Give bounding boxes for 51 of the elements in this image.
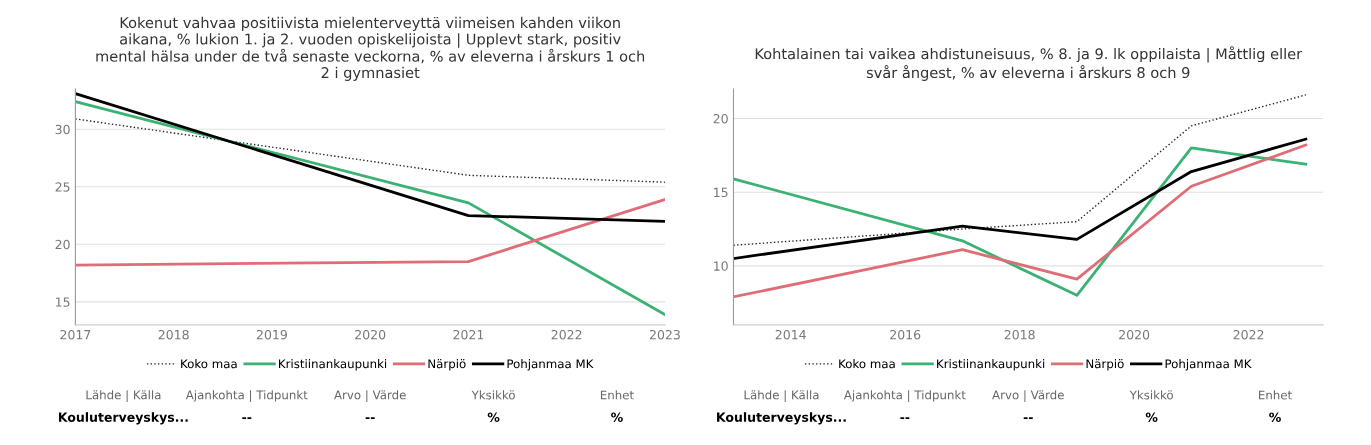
legend-label: Koko maa [181,359,237,369]
text: % [611,412,623,422]
line-series [733,137,1308,260]
y-tick-label: 30 [55,124,70,135]
y-tick-label: 20 [713,113,728,124]
text: Arvo | Värde [334,390,406,402]
x-tick-label: 2018 [158,329,189,340]
legend-label: Närpiö [1086,359,1124,371]
legend-label: Pohjanmaa MK [1165,359,1252,371]
text: Enhet [1259,390,1292,400]
text: Yksikkö [471,390,515,400]
x-tick-label: 2023 [649,329,680,340]
text: -- [900,417,910,420]
x-tick-label: 2019 [256,329,287,340]
chart-title: Kokenut vahvaa positiivista mielenterveyttä viimeisen kahden viikon aikana, % lukion 1. ja 2. vuoden opiskelijoista | Upplevt stark, positiv mental hälsa under de två senaste veckorna, % av eleverna i årskurs 1 och 2 i gymnasiet [96,16,645,81]
x-tick-label: 2020 [355,329,386,340]
text: Enhet [600,390,634,400]
y-tick-label: 15 [714,187,728,198]
text: Arvo | Värde [992,390,1064,402]
y-tick-label: 15 [56,297,70,307]
y-tick-label: 20 [55,239,70,250]
x-tick-label: 2018 [1004,329,1035,340]
text: % [487,412,500,422]
text: -- [365,417,375,420]
legend-label: Kristiinankaupunki [937,359,1045,371]
chart-title: Kohtalainen tai vaikea ahdistuneisuus, % 8. ja 9. lk oppilaista | Måttlig eller svår ångest, % av eleverna i årskurs 8 och 9 [755,46,1303,81]
text: Yksikkö [1129,390,1173,400]
legend-label: Koko maa [839,359,895,369]
legend-label: Närpiö [428,359,466,371]
x-tick-label: 2022 [1233,329,1264,340]
x-tick-label: 2016 [890,329,921,340]
y-tick-label: 10 [714,261,728,271]
y-tick-label: 25 [55,182,70,192]
x-tick-label: 2022 [551,329,582,340]
text: Lähde | Källa [86,390,161,402]
text: % [1145,412,1158,422]
line-series [733,94,1307,246]
text: % [1269,412,1281,422]
text: Ajankohta | Tidpunkt [843,390,966,402]
text: Kouluterveyskys... [58,412,188,425]
x-tick-label: 2020 [1119,329,1150,340]
text: -- [1023,417,1033,420]
text: Ajankohta | Tidpunkt [185,390,308,402]
text: -- [242,417,252,420]
text: Kouluterveyskys... [717,412,846,425]
x-tick-label: 2017 [60,329,91,340]
legend-label: Kristiinankaupunki [279,359,387,371]
text: Lähde | Källa [744,390,819,402]
x-tick-label: 2014 [775,329,806,340]
x-tick-label: 2021 [453,329,484,340]
legend-label: Pohjanmaa MK [507,359,594,371]
